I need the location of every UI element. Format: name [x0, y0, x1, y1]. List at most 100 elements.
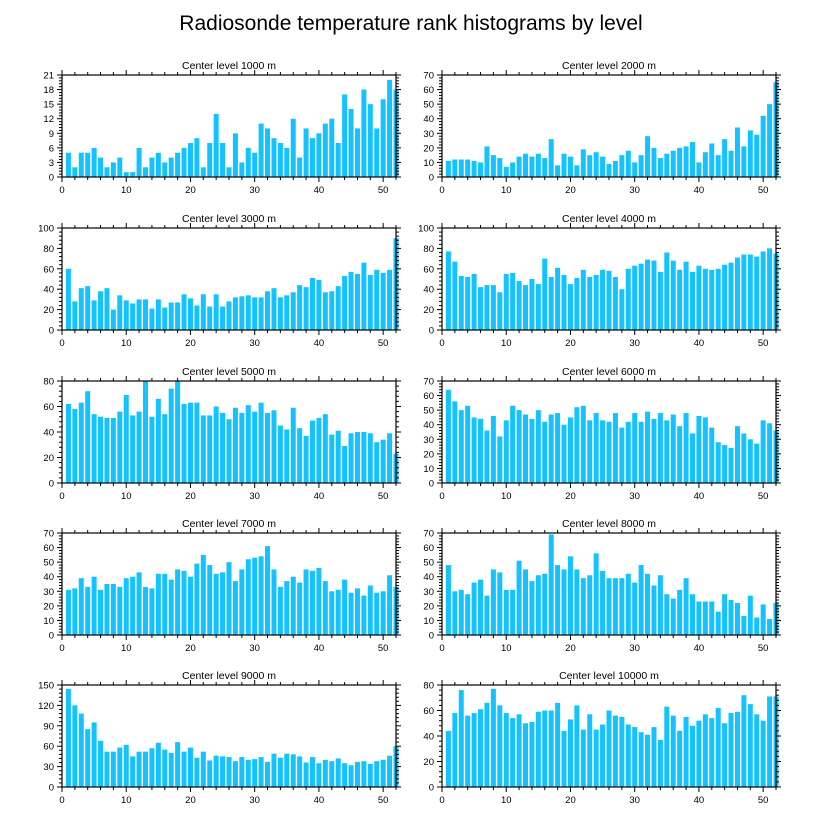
histogram-bar: [574, 407, 580, 483]
histogram-bar: [207, 565, 213, 635]
histogram-bar: [284, 295, 290, 330]
x-tick-label: 0: [439, 185, 444, 196]
y-tick-label: 40: [423, 420, 434, 431]
histogram-bar: [471, 160, 477, 177]
histogram-bar: [510, 718, 516, 787]
histogram-bar: [741, 254, 747, 330]
histogram-bar: [98, 291, 104, 330]
histogram-bar: [143, 381, 149, 483]
histogram-bar: [329, 434, 335, 483]
histogram-bar: [632, 582, 638, 635]
y-tick-label: 60: [423, 391, 434, 402]
panels-container: Center level 1000 m 0 3 6 9 12 15 18 21 0 10 20 30 40…: [38, 60, 781, 806]
histogram-bar: [252, 297, 258, 330]
x-tick-label: 40: [314, 643, 325, 654]
x-tick-label: 40: [694, 338, 705, 349]
histogram-bar: [561, 730, 567, 787]
histogram-bar: [548, 710, 554, 787]
histogram-bar: [155, 152, 161, 177]
histogram-bar: [587, 420, 593, 483]
histogram-bar: [523, 569, 529, 635]
y-tick-label: 30: [43, 587, 54, 598]
histogram-bar: [567, 719, 573, 787]
histogram-bar: [310, 138, 316, 177]
histogram-bar: [600, 724, 606, 787]
histogram-bar: [741, 433, 747, 483]
histogram-bar: [72, 301, 78, 330]
y-tick-label: 60: [43, 742, 54, 753]
y-tick-label: 0: [49, 479, 54, 490]
y-tick-label: 20: [423, 757, 434, 768]
histogram-bar: [657, 575, 663, 635]
histogram-bar: [65, 152, 71, 177]
y-tick-label: 0: [429, 783, 434, 794]
x-tick-label: 20: [565, 338, 576, 349]
histogram-bar: [354, 128, 360, 177]
y-tick-label: 20: [43, 453, 54, 464]
histogram-bar: [767, 696, 773, 787]
histogram-bar: [561, 569, 567, 635]
histogram-bar: [490, 155, 496, 177]
histogram-bar: [555, 267, 561, 330]
histogram-bar: [348, 592, 354, 635]
histogram-bar: [245, 759, 251, 787]
histogram-bar: [310, 757, 316, 787]
histogram-bar: [220, 412, 226, 484]
histogram-bar: [277, 297, 283, 330]
histogram-bar: [503, 589, 509, 635]
y-tick-label: 70: [423, 377, 434, 388]
histogram-bar: [523, 285, 529, 330]
histogram-bar: [72, 588, 78, 635]
histogram-bar: [638, 263, 644, 330]
histogram-bar: [303, 435, 309, 483]
histogram-bar: [110, 162, 116, 177]
histogram-bar: [458, 589, 464, 635]
histogram-bar: [168, 157, 174, 177]
histogram-bar: [245, 147, 251, 177]
histogram-bar: [497, 292, 503, 330]
histogram-bar: [503, 713, 509, 787]
histogram-bar: [645, 734, 651, 787]
histogram-bar: [181, 147, 187, 177]
y-tick-label: 70: [43, 529, 54, 540]
x-tick-label: 30: [629, 185, 640, 196]
histogram-bar: [471, 417, 477, 483]
x-tick-label: 20: [185, 795, 196, 806]
histogram-bar: [65, 403, 71, 483]
histogram-bar: [490, 285, 496, 330]
histogram-bar: [734, 426, 740, 483]
histogram-bar: [245, 559, 251, 635]
x-tick-label: 50: [378, 643, 389, 654]
histogram-bar: [155, 299, 161, 330]
histogram-bar: [329, 291, 335, 330]
histogram-bar: [239, 569, 245, 635]
y-tick-label: 40: [43, 428, 54, 439]
histogram-bar: [322, 581, 328, 635]
y-tick-label: 20: [43, 305, 54, 316]
histogram-bar: [612, 578, 618, 635]
histogram-bar: [458, 275, 464, 330]
histogram-bar: [593, 553, 599, 635]
histogram-bar: [606, 578, 612, 635]
histogram-bar: [123, 744, 129, 787]
y-tick-label: 60: [423, 264, 434, 275]
histogram-bar: [567, 284, 573, 330]
histogram-bar: [220, 306, 226, 330]
histogram-bar: [497, 158, 503, 177]
histogram-bar: [220, 756, 226, 787]
histogram-bar: [715, 707, 721, 787]
histogram-bar: [123, 395, 129, 483]
x-tick-label: 20: [185, 338, 196, 349]
panel-title: Center level 7000 m: [182, 518, 276, 530]
histogram-bar: [619, 427, 625, 483]
histogram-bar: [258, 402, 264, 483]
histogram-bar: [342, 579, 348, 635]
histogram-bar: [690, 433, 696, 483]
histogram-bar: [465, 276, 471, 330]
histogram-bar: [207, 760, 213, 787]
histogram-bar: [606, 710, 612, 787]
x-tick-label: 0: [439, 795, 444, 806]
y-tick-label: 50: [423, 558, 434, 569]
histogram-bar: [136, 299, 142, 330]
histogram-bar: [677, 269, 683, 330]
